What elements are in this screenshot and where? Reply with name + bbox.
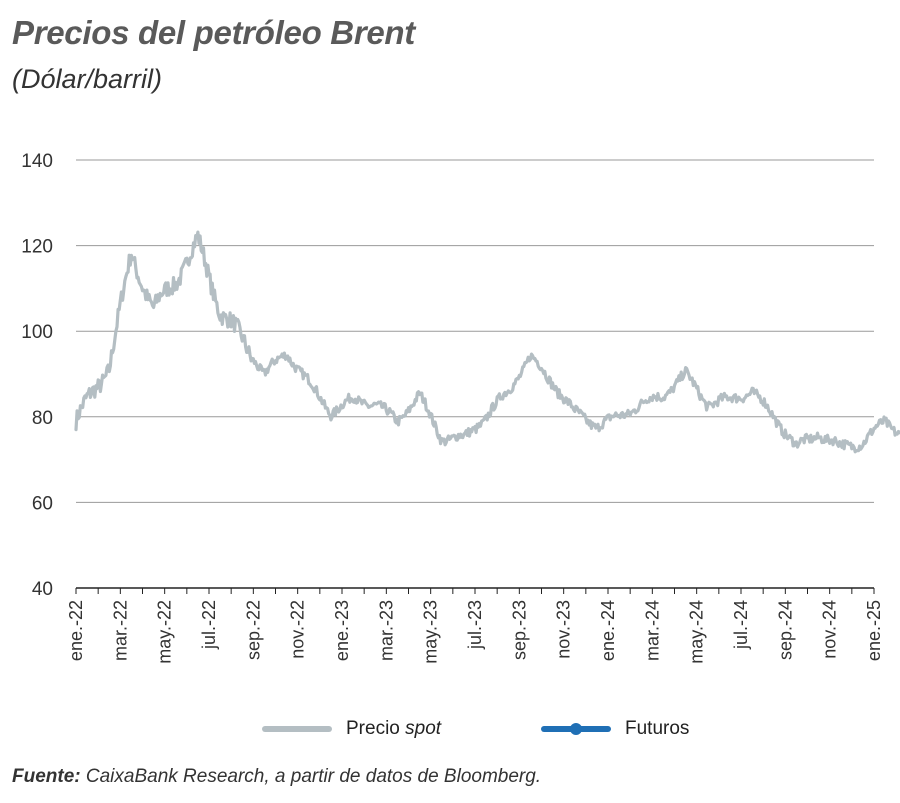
x-tick-label: sep.-23 <box>509 600 529 660</box>
legend-spot-label-prefix: Precio <box>346 718 406 739</box>
x-tick-label: jul.-23 <box>465 600 485 650</box>
x-tick-label: ene.-24 <box>598 600 618 661</box>
x-tick-label: ene.-25 <box>864 600 884 661</box>
y-tick-label: 140 <box>21 151 53 172</box>
x-tick-label: jul.-24 <box>731 600 751 650</box>
legend-spot-swatch <box>262 725 332 732</box>
legend-item-futures: Futuros <box>541 718 689 740</box>
y-tick-label: 40 <box>32 579 53 600</box>
x-tick-label: ene.-23 <box>332 600 352 661</box>
x-tick-label: ene.-22 <box>66 600 86 661</box>
x-tick-label: mar.-22 <box>110 600 130 661</box>
spot-price-line <box>74 230 900 454</box>
source-text: CaixaBank Research, a partir de datos de… <box>85 766 542 787</box>
x-tick-label: may.-24 <box>687 600 707 664</box>
legend-spot-label-emph: spot <box>405 718 442 739</box>
source-note: Fuente: CaixaBank Research, a partir de … <box>12 766 541 788</box>
legend-futures-label: Futuros <box>625 718 690 739</box>
x-tick-label: mar.-24 <box>642 600 662 661</box>
x-tick-label: jul.-22 <box>199 600 219 650</box>
x-tick-label: may.-23 <box>421 600 441 664</box>
x-tick-label: may.-22 <box>155 600 175 664</box>
y-tick-label: 100 <box>21 322 53 343</box>
x-tick-label: sep.-22 <box>243 600 263 660</box>
x-tick-label: nov.-24 <box>820 600 840 659</box>
y-tick-label: 120 <box>21 237 53 258</box>
legend-futures-swatch <box>541 722 611 735</box>
chart-title: Precios del petróleo Brent <box>12 14 415 51</box>
x-tick-label: sep.-24 <box>775 600 795 660</box>
x-tick-label: nov.-22 <box>288 600 308 659</box>
x-tick-label: mar.-23 <box>376 600 396 661</box>
y-tick-label: 60 <box>32 493 53 514</box>
chart-subtitle: (Dólar/barril) <box>12 64 163 94</box>
legend-item-spot: Precio spot <box>262 718 441 740</box>
x-tick-label: nov.-23 <box>554 600 574 659</box>
brent-chart: 40 60 80 100 120 140 ene.-22 mar.-22 may.-22 jul… <box>21 151 900 664</box>
y-tick-label: 80 <box>32 408 53 429</box>
source-label: Fuente: <box>12 766 81 787</box>
